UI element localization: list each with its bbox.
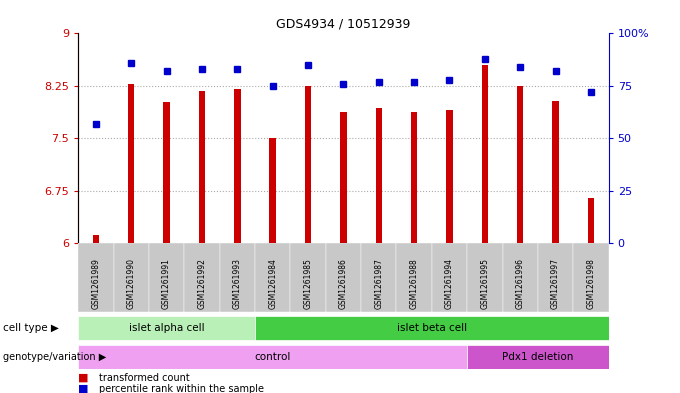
Text: control: control xyxy=(254,352,291,362)
Bar xyxy=(446,110,453,243)
Text: GSM1261986: GSM1261986 xyxy=(339,258,348,309)
Bar xyxy=(78,316,255,340)
Bar xyxy=(481,65,488,243)
Title: GDS4934 / 10512939: GDS4934 / 10512939 xyxy=(276,18,411,31)
Bar xyxy=(326,243,361,312)
Bar xyxy=(149,243,184,312)
Bar xyxy=(128,84,135,243)
Bar xyxy=(78,243,114,312)
Bar xyxy=(503,243,538,312)
Text: islet beta cell: islet beta cell xyxy=(396,323,467,333)
Text: GSM1261998: GSM1261998 xyxy=(586,258,596,309)
Text: GSM1261990: GSM1261990 xyxy=(126,257,136,309)
Text: Pdx1 deletion: Pdx1 deletion xyxy=(503,352,573,362)
Bar xyxy=(290,243,326,312)
Bar xyxy=(396,243,432,312)
Bar xyxy=(432,243,467,312)
Bar xyxy=(517,86,524,243)
Bar xyxy=(573,243,609,312)
Text: GSM1261995: GSM1261995 xyxy=(480,257,490,309)
Text: GSM1261984: GSM1261984 xyxy=(268,258,277,309)
Text: ■: ■ xyxy=(78,384,88,393)
Text: GSM1261991: GSM1261991 xyxy=(162,258,171,309)
Bar xyxy=(255,243,290,312)
Bar xyxy=(269,138,276,243)
Bar xyxy=(255,316,609,340)
Bar xyxy=(78,345,467,369)
Bar xyxy=(361,243,396,312)
Bar xyxy=(375,108,382,243)
Text: GSM1261985: GSM1261985 xyxy=(303,258,313,309)
Text: genotype/variation ▶: genotype/variation ▶ xyxy=(3,352,107,362)
Bar xyxy=(184,243,220,312)
Bar xyxy=(467,243,503,312)
Text: GSM1261988: GSM1261988 xyxy=(409,258,419,309)
Bar xyxy=(588,198,594,243)
Text: GSM1261997: GSM1261997 xyxy=(551,257,560,309)
Text: GSM1261994: GSM1261994 xyxy=(445,257,454,309)
Bar xyxy=(92,235,99,243)
Text: GSM1261987: GSM1261987 xyxy=(374,258,384,309)
Text: GSM1261989: GSM1261989 xyxy=(91,258,101,309)
Bar xyxy=(340,112,347,243)
Text: ■: ■ xyxy=(78,373,88,383)
Bar xyxy=(220,243,255,312)
Text: cell type ▶: cell type ▶ xyxy=(3,323,59,333)
Text: GSM1261993: GSM1261993 xyxy=(233,257,242,309)
Text: transformed count: transformed count xyxy=(99,373,189,383)
Text: islet alpha cell: islet alpha cell xyxy=(129,323,205,333)
Bar xyxy=(234,89,241,243)
Text: GSM1261992: GSM1261992 xyxy=(197,258,207,309)
Bar xyxy=(411,112,418,243)
Bar xyxy=(114,243,149,312)
Bar xyxy=(199,91,205,243)
Text: GSM1261996: GSM1261996 xyxy=(515,257,525,309)
Text: percentile rank within the sample: percentile rank within the sample xyxy=(99,384,264,393)
Bar xyxy=(305,86,311,243)
Bar xyxy=(538,243,573,312)
Bar xyxy=(467,345,609,369)
Bar xyxy=(552,101,559,243)
Bar xyxy=(163,102,170,243)
